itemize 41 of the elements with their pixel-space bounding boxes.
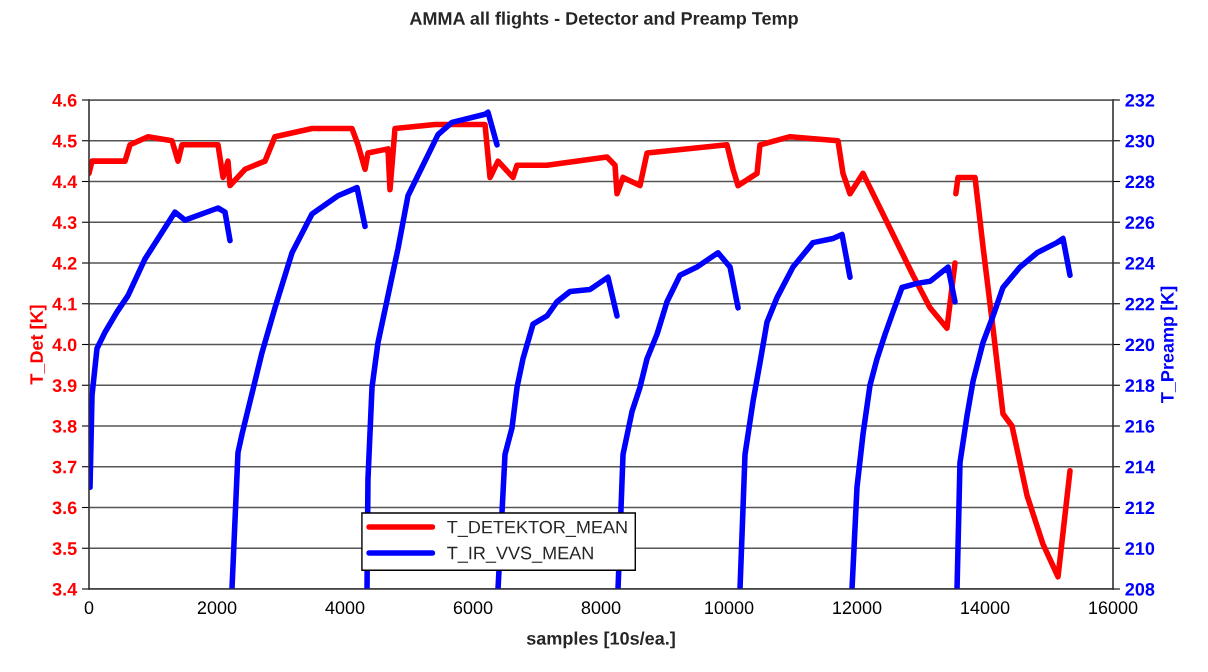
y-tick-label: 3.4 <box>52 582 78 596</box>
x-tick-label: 14000 <box>961 601 1010 615</box>
x-axis-title: samples [10s/ea.] <box>526 631 675 649</box>
x-tick-label: 2000 <box>197 601 237 615</box>
y2-tick-label: 224 <box>1125 256 1155 270</box>
y2-tick-label: 232 <box>1125 93 1155 107</box>
y-tick-label: 4.1 <box>52 297 77 311</box>
y-tick-label: 4.0 <box>52 338 77 352</box>
y2-tick-label: 218 <box>1125 379 1155 392</box>
y2-tick-label: 210 <box>1125 542 1155 555</box>
y2-tick-label: 228 <box>1125 175 1155 189</box>
x-tick-label: 6000 <box>453 601 493 615</box>
y2-tick-label: 230 <box>1125 134 1155 148</box>
y-tick-label: 4.6 <box>52 93 77 107</box>
y-tick-label: 3.9 <box>52 379 77 392</box>
legend-label: T_DETEKTOR_MEAN <box>447 520 627 537</box>
y-tick-label: 3.5 <box>52 542 77 555</box>
y-axis-title: T_Det [K] <box>29 305 47 385</box>
x-tick-label: 12000 <box>833 601 882 615</box>
y2-tick-label: 220 <box>1125 338 1155 352</box>
legend-label: T_IR_VVS_MEAN <box>447 546 593 563</box>
y2-tick-label: 226 <box>1125 216 1155 229</box>
y-tick-label: 3.6 <box>52 501 77 515</box>
x-tick-label: 16000 <box>1089 601 1138 615</box>
x-tick-label: 4000 <box>325 601 365 615</box>
y-tick-label: 4.2 <box>52 256 77 270</box>
y-tick-label: 3.8 <box>52 419 77 433</box>
x-tick-label: 8000 <box>581 601 621 615</box>
y2-tick-label: 222 <box>1125 297 1155 311</box>
y2-tick-label: 214 <box>1125 460 1155 474</box>
y-tick-label: 4.4 <box>52 175 78 189</box>
y-tick-label: 4.3 <box>52 216 77 229</box>
y2-tick-label: 208 <box>1125 582 1155 596</box>
y2-tick-label: 212 <box>1125 501 1155 515</box>
x-tick-label: 10000 <box>705 601 754 615</box>
chart-title: AMMA all flights - Detector and Preamp Temp <box>409 11 798 29</box>
y-tick-label: 3.7 <box>52 460 77 474</box>
y2-tick-label: 216 <box>1125 419 1155 433</box>
y-tick-label: 4.5 <box>52 134 77 148</box>
y2-axis-title: T_Preamp [K] <box>1160 286 1178 403</box>
x-tick-label: 0 <box>84 601 94 615</box>
